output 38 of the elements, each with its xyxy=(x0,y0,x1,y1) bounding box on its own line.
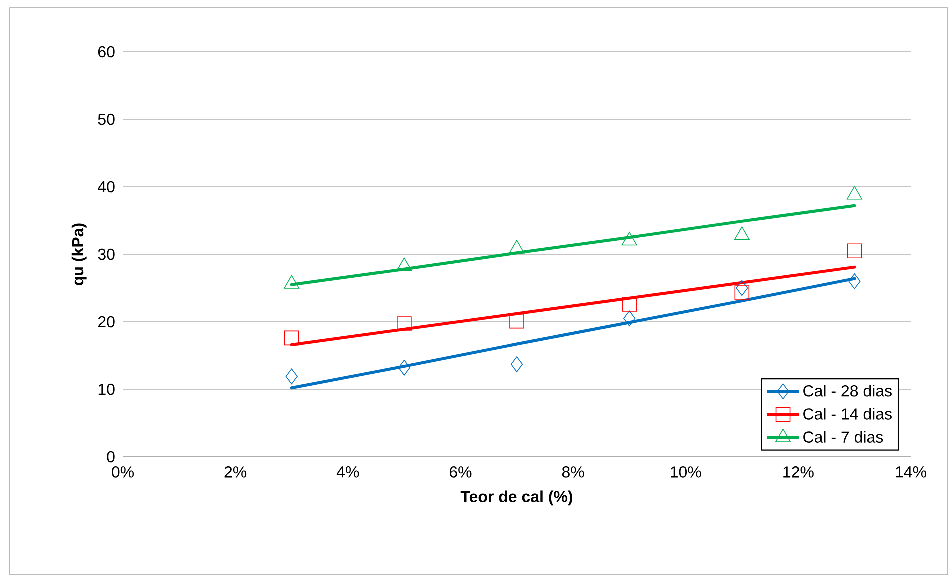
point xyxy=(624,310,636,327)
point xyxy=(847,244,862,259)
y-tick-label: 20 xyxy=(98,316,115,328)
y-tick-label: 50 xyxy=(98,114,115,126)
point xyxy=(286,368,298,385)
x-tick-label: 6% xyxy=(450,466,472,478)
point xyxy=(398,360,410,376)
y-tick-label: 0 xyxy=(107,451,115,463)
point xyxy=(848,274,861,290)
x-tick-label: 0% xyxy=(112,466,134,478)
x-tick-label: 12% xyxy=(784,466,814,478)
y-axis-title: qu (kPa) xyxy=(72,224,87,286)
legend-label: Cal - 7 dias xyxy=(804,431,884,443)
y-tick-label: 60 xyxy=(98,46,115,58)
x-tick-label: 8% xyxy=(562,466,584,478)
point xyxy=(396,258,412,272)
point xyxy=(734,226,750,240)
y-tick-label: 40 xyxy=(98,181,115,193)
point xyxy=(846,186,862,200)
x-tick-label: 10% xyxy=(671,466,702,478)
point xyxy=(510,314,524,329)
point xyxy=(284,275,300,289)
legend-label: Cal - 28 dias xyxy=(804,385,892,397)
point xyxy=(622,297,637,312)
point xyxy=(510,356,524,372)
x-tick-label: 2% xyxy=(224,466,247,478)
y-tick-label: 30 xyxy=(98,248,115,260)
point xyxy=(734,286,750,300)
legend-label: Cal - 14 dias xyxy=(804,408,892,420)
point xyxy=(509,240,525,254)
point xyxy=(736,280,748,296)
y-tick-label: 10 xyxy=(98,384,115,396)
point xyxy=(284,330,300,346)
point xyxy=(397,316,412,332)
x-tick-label: 14% xyxy=(896,466,926,478)
x-tick-label: 4% xyxy=(336,466,360,478)
x-axis-title: Teor de cal (%) xyxy=(460,490,573,506)
point xyxy=(622,232,638,246)
